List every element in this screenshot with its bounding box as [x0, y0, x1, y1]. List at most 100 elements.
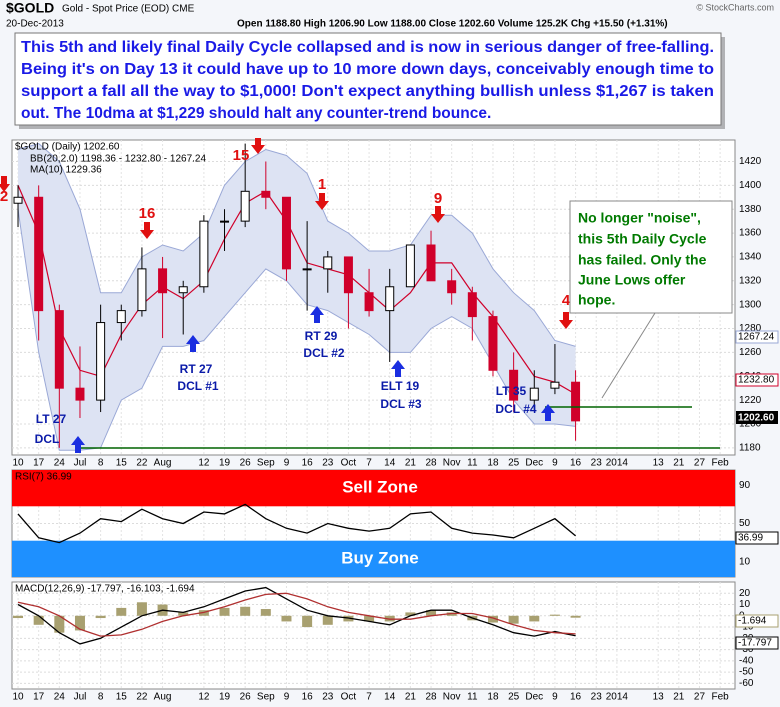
- x-tick-label: Aug: [154, 458, 172, 469]
- y-tick-label: 1420: [739, 156, 762, 167]
- candle-body: [178, 286, 188, 294]
- panel-title: $GOLD (Daily) 1202.60: [15, 142, 120, 153]
- candle-body: [488, 316, 498, 371]
- y-tick-label: -60: [739, 678, 754, 689]
- symbol: $GOLD: [6, 0, 54, 16]
- arrow-down: [251, 138, 265, 154]
- y-tick-label: 1320: [739, 275, 762, 286]
- y-tick-label: 1380: [739, 204, 762, 215]
- ma-line: [17, 185, 576, 395]
- candle-body: [281, 196, 291, 270]
- arrow-down: [559, 312, 573, 329]
- arrow-down: [315, 193, 329, 210]
- x-tick-label: 19: [219, 692, 231, 703]
- callout-line: June Lows offer: [578, 272, 686, 288]
- x-tick-label: Oct: [341, 692, 357, 703]
- x-tick-label: Nov: [443, 458, 461, 469]
- x-tick-label: 9: [552, 458, 558, 469]
- rsi-label: 36.99: [738, 533, 763, 544]
- x-tick-label: Oct: [341, 458, 357, 469]
- y-tick-label: 10: [739, 556, 751, 567]
- histogram-bar: [13, 615, 24, 619]
- y-tick-label: 20: [739, 588, 751, 599]
- hist-label: -1.694: [738, 616, 767, 627]
- candle-body: [426, 244, 436, 282]
- x-tick-label: 23: [591, 692, 603, 703]
- histogram-bar: [487, 615, 498, 623]
- band-lower: [17, 209, 576, 451]
- histogram-bar: [302, 615, 313, 628]
- x-tick-label: 10: [12, 458, 24, 469]
- x-tick-label: 26: [240, 692, 252, 703]
- quote: Open 1188.80 High 1206.90 Low 1188.00 Cl…: [237, 19, 668, 30]
- x-tick-label: 23: [322, 692, 334, 703]
- low-arrows: [71, 306, 555, 453]
- peak-label: 15: [233, 147, 250, 164]
- histogram-bar: [322, 615, 333, 625]
- zone: [12, 540, 735, 577]
- arrow-up: [541, 404, 555, 421]
- date: 20-Dec-2013: [6, 19, 64, 30]
- y-tick-label: -30: [739, 644, 754, 655]
- x-tick-label: 25: [508, 692, 520, 703]
- commentary-line: support a fall all the way to $1,000! Do…: [21, 83, 714, 100]
- x-tick-label: 18: [487, 458, 499, 469]
- x-tick-label: 26: [240, 458, 252, 469]
- low-label: ELT 19: [381, 379, 420, 393]
- panel-title: MACD(12,26,9) -17.797, -16.103, -1.694: [15, 584, 195, 595]
- x-tick-label: Jul: [74, 692, 87, 703]
- peak-label: 9: [434, 190, 442, 207]
- x-tick-label: 9: [284, 458, 290, 469]
- callout-pointer: [601, 312, 656, 399]
- arrow-up: [71, 436, 85, 453]
- zone: [12, 470, 735, 507]
- axes: 1180120012201240126012801300132013401360…: [12, 142, 761, 703]
- y-tick-label: 10: [739, 599, 751, 610]
- x-tick-label: 28: [425, 458, 437, 469]
- rsi-plot: [12, 470, 735, 577]
- y-tick-label: 1340: [739, 252, 762, 263]
- candle-body: [364, 292, 374, 312]
- y-tick-label: 1360: [739, 228, 762, 239]
- low-label: LT 27: [36, 412, 67, 426]
- x-tick-label: 15: [116, 692, 128, 703]
- x-tick-label: 17: [33, 692, 45, 703]
- macd-panel: [11, 581, 736, 690]
- y-tick-label: 1400: [739, 180, 762, 191]
- x-tick-label: 13: [653, 458, 665, 469]
- y-tick-label: 1220: [739, 395, 762, 406]
- x-tick-label: 21: [673, 458, 685, 469]
- band-upper-label: 1267.24: [738, 332, 775, 343]
- x-tick-label: 28: [425, 692, 437, 703]
- x-tick-label: 7: [366, 692, 372, 703]
- x-tick-label: 25: [508, 458, 520, 469]
- indicator-line: [17, 503, 577, 544]
- value-box: [735, 636, 779, 650]
- candle-body: [529, 387, 539, 401]
- candle-body: [96, 322, 106, 401]
- x-tick-label: 11: [467, 458, 478, 469]
- value-box: [735, 614, 779, 628]
- x-tick-label: 14: [384, 458, 396, 469]
- y-tick-label: 1200: [739, 419, 762, 430]
- panel-title: RSI(7) 36.99: [15, 472, 72, 483]
- candle-body: [323, 256, 333, 270]
- description: Gold - Spot Price (EOD) CME: [62, 4, 195, 15]
- x-tick-label: 2014: [606, 458, 629, 469]
- x-tick-label: 18: [487, 692, 499, 703]
- arrow-up: [186, 335, 200, 352]
- callout-line: hope.: [578, 292, 615, 308]
- macd-plot: [12, 582, 735, 689]
- indicator-line: [17, 592, 576, 637]
- x-tick-label: 12: [198, 458, 210, 469]
- x-tick-label: 27: [694, 692, 706, 703]
- x-tick-label: 21: [405, 458, 417, 469]
- histogram-bar: [54, 615, 65, 633]
- histogram-bar: [529, 615, 540, 622]
- x-tick-label: 19: [219, 458, 231, 469]
- commentary-line: Being it's on Day 13 it could have up to…: [21, 61, 714, 78]
- histogram-bar: [260, 609, 271, 616]
- x-tick-label: 16: [302, 692, 314, 703]
- value-box: [736, 411, 778, 424]
